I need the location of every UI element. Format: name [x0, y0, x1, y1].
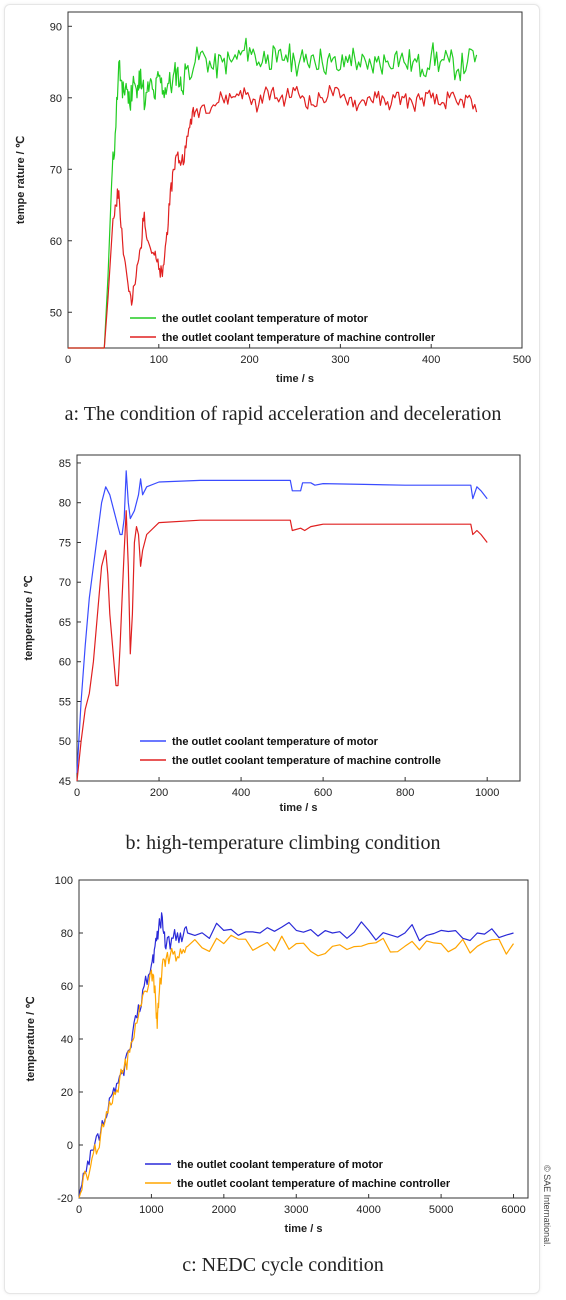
credit-text: © SAE International.: [542, 1165, 552, 1247]
x-tick-label: 600: [314, 787, 332, 799]
x-tick-label: 400: [422, 354, 440, 366]
y-tick-label: 70: [59, 577, 71, 589]
y-tick-label: -20: [57, 1193, 73, 1205]
legend-label: the outlet coolant temperature of machin…: [177, 1178, 451, 1190]
plot-frame: [78, 879, 529, 1199]
x-tick-label: 1000: [139, 1204, 163, 1216]
series-line: [78, 934, 514, 1199]
series-line: [76, 510, 488, 782]
y-tick-label: 80: [50, 93, 62, 105]
plot-frame: [76, 454, 521, 782]
y-tick-label: 20: [61, 1087, 73, 1099]
y-axis-label: tempe rature / ℃: [15, 136, 27, 224]
legend-label: the outlet coolant temperature of machin…: [162, 332, 436, 344]
series-line: [68, 37, 478, 349]
y-tick-label: 85: [59, 458, 71, 470]
x-tick-label: 200: [240, 354, 258, 366]
series-line: [76, 470, 488, 774]
chart-b: 0 200 400 600 800 1000 45 50 55 60 65 70 75 80 85 time …: [23, 454, 521, 814]
caption-a: a: The condition of rapid acceleration a…: [64, 403, 502, 425]
x-axis-label: time / s: [276, 373, 314, 385]
x-tick-label: 6000: [501, 1204, 525, 1216]
x-axis-label: time / s: [285, 1223, 323, 1235]
y-tick-label: 70: [50, 164, 62, 176]
series-line: [68, 85, 478, 349]
y-tick-label: 50: [59, 736, 71, 748]
y-tick-label: 50: [50, 307, 62, 319]
legend-label: the outlet coolant temperature of motor: [162, 313, 369, 325]
x-tick-label: 2000: [212, 1204, 236, 1216]
y-tick-label: 80: [59, 498, 71, 510]
plot-frame: [67, 11, 523, 349]
legend-label: the outlet coolant temperature of motor: [172, 736, 379, 748]
chart-c: 0 1000 2000 3000 4000 5000 6000-20020406080100…: [25, 875, 529, 1235]
legend-label: the outlet coolant temperature of machin…: [172, 755, 441, 767]
x-tick-label: 300: [331, 354, 349, 366]
series-line: [78, 912, 514, 1199]
caption-b: b: high-temperature climbing condition: [125, 832, 441, 854]
x-tick-label: 5000: [429, 1204, 453, 1216]
y-tick-label: 75: [59, 537, 71, 549]
x-tick-label: 100: [150, 354, 168, 366]
x-tick-label: 0: [74, 787, 80, 799]
y-tick-label: 100: [55, 875, 73, 887]
x-tick-label: 500: [513, 354, 531, 366]
y-tick-label: 45: [59, 776, 71, 788]
x-tick-label: 1000: [475, 787, 499, 799]
chart-a: 0 100 200 300 400 500 50 60 70 80 90 time / s tempe …: [15, 11, 531, 385]
y-tick-label: 60: [59, 657, 71, 669]
caption-c: c: NEDC cycle condition: [182, 1254, 384, 1276]
y-tick-label: 0: [67, 1140, 73, 1152]
x-tick-label: 0: [76, 1204, 82, 1216]
y-tick-label: 60: [61, 981, 73, 993]
y-axis-label: temperature / ℃: [23, 575, 35, 660]
y-tick-label: 80: [61, 928, 73, 940]
x-tick-label: 200: [150, 787, 168, 799]
y-tick-label: 55: [59, 696, 71, 708]
x-tick-label: 0: [65, 354, 71, 366]
y-tick-label: 60: [50, 236, 62, 248]
y-tick-label: 90: [50, 21, 62, 33]
y-tick-label: 65: [59, 617, 71, 629]
x-tick-label: 4000: [356, 1204, 380, 1216]
x-tick-label: 800: [396, 787, 414, 799]
legend-label: the outlet coolant temperature of motor: [177, 1159, 384, 1171]
y-axis-label: temperature / ℃: [25, 996, 37, 1081]
y-tick-label: 40: [61, 1034, 73, 1046]
x-tick-label: 400: [232, 787, 250, 799]
x-tick-label: 3000: [284, 1204, 308, 1216]
figure-frame: [4, 4, 540, 1294]
x-axis-label: time / s: [280, 802, 318, 814]
